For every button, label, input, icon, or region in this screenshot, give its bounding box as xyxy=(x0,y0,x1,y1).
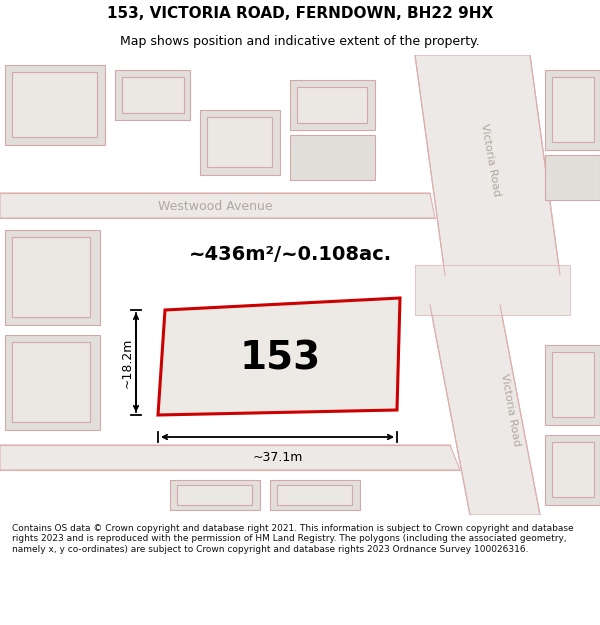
Bar xyxy=(545,435,600,505)
Text: Map shows position and indicative extent of the property.: Map shows position and indicative extent… xyxy=(120,35,480,48)
Bar xyxy=(5,230,100,325)
Polygon shape xyxy=(0,445,460,470)
Polygon shape xyxy=(415,55,560,275)
Text: 153: 153 xyxy=(239,339,320,377)
Bar xyxy=(115,70,190,120)
Bar xyxy=(290,80,375,130)
Bar xyxy=(552,352,594,417)
Polygon shape xyxy=(0,193,435,218)
Bar xyxy=(122,77,184,113)
Bar xyxy=(552,442,594,497)
Bar xyxy=(5,65,105,145)
Bar xyxy=(12,342,90,422)
Polygon shape xyxy=(415,265,570,315)
Bar xyxy=(297,87,367,123)
Bar xyxy=(545,155,600,200)
Bar xyxy=(12,72,97,137)
Bar xyxy=(270,480,360,510)
Bar xyxy=(545,70,600,150)
Text: ~37.1m: ~37.1m xyxy=(253,451,302,464)
Bar xyxy=(170,480,260,510)
Bar xyxy=(200,110,280,175)
Bar xyxy=(5,335,100,430)
Bar xyxy=(12,237,90,317)
Text: 153, VICTORIA ROAD, FERNDOWN, BH22 9HX: 153, VICTORIA ROAD, FERNDOWN, BH22 9HX xyxy=(107,6,493,21)
Polygon shape xyxy=(158,298,400,415)
Text: Contains OS data © Crown copyright and database right 2021. This information is : Contains OS data © Crown copyright and d… xyxy=(12,524,574,554)
Bar xyxy=(545,345,600,425)
Bar xyxy=(290,135,375,180)
Bar xyxy=(207,117,272,167)
Polygon shape xyxy=(430,305,540,515)
Text: Victoria Road: Victoria Road xyxy=(499,372,521,448)
Text: ~436m²/~0.108ac.: ~436m²/~0.108ac. xyxy=(188,246,392,264)
Text: Westwood Avenue: Westwood Avenue xyxy=(158,199,272,212)
Text: Victoria Road: Victoria Road xyxy=(479,122,502,198)
Bar xyxy=(277,485,352,505)
Bar xyxy=(177,485,252,505)
Text: ~18.2m: ~18.2m xyxy=(121,338,133,388)
Bar xyxy=(552,77,594,142)
